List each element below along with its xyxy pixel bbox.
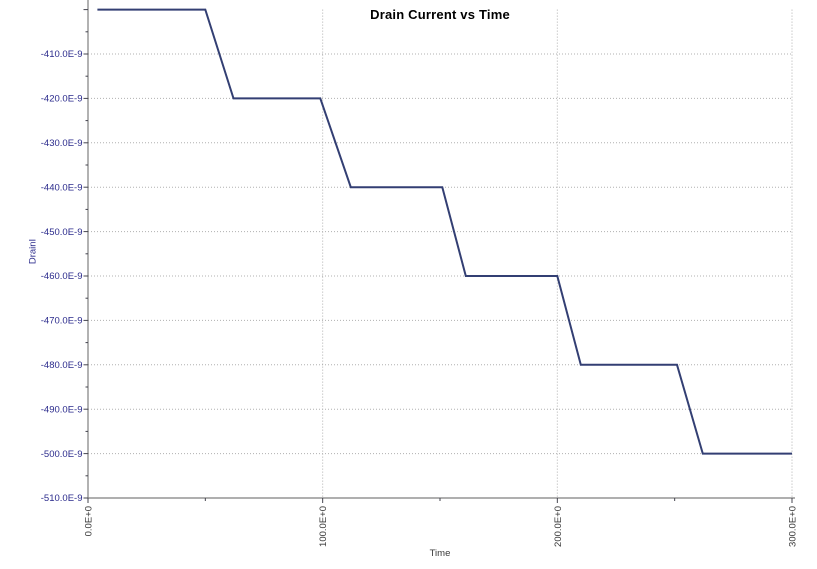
y-tick-label: -440.0E-9 bbox=[41, 182, 83, 193]
y-tick-label: -490.0E-9 bbox=[41, 404, 83, 415]
y-tick-label: -510.0E-9 bbox=[41, 493, 83, 504]
y-tick-label: -470.0E-9 bbox=[41, 316, 83, 327]
x-tick-label: 200.0E+0 bbox=[553, 506, 564, 547]
chart-title: Drain Current vs Time bbox=[370, 7, 510, 22]
x-tick-label: 100.0E+0 bbox=[318, 506, 329, 547]
x-tick-label: 300.0E+0 bbox=[788, 506, 799, 547]
drain-current-trace bbox=[97, 8, 792, 455]
y-tick-label: -500.0E-9 bbox=[41, 449, 83, 460]
y-tick-label: -460.0E-9 bbox=[41, 271, 83, 282]
x-tick-label: 0.0E+0 bbox=[84, 506, 95, 536]
y-tick-label: -430.0E-9 bbox=[41, 138, 83, 149]
y-tick-label: -420.0E-9 bbox=[41, 94, 83, 105]
y-tick-label: -480.0E-9 bbox=[41, 360, 83, 371]
x-axis-title: Time bbox=[429, 548, 451, 559]
y-tick-label: -410.0E-9 bbox=[41, 49, 83, 60]
y-tick-label: -450.0E-9 bbox=[41, 227, 83, 238]
y-axis-title: DrainI bbox=[27, 238, 39, 265]
